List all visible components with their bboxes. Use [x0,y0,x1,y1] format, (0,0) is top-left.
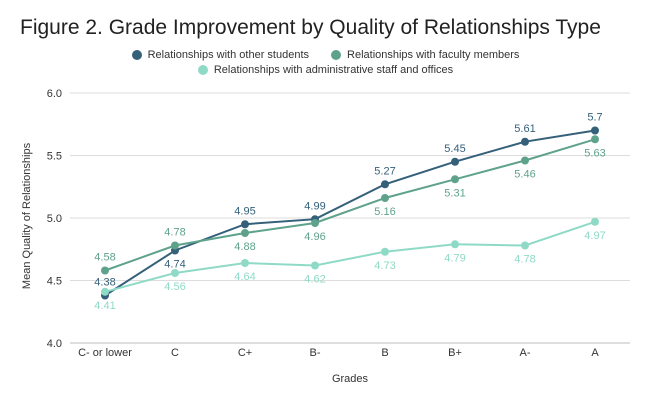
data-label: 4.74 [164,259,185,271]
series-line [104,129,596,297]
data-label: 5.27 [374,165,395,177]
data-point [521,156,529,165]
y-tick-label: 5.5 [47,151,62,163]
data-point [381,194,389,202]
gridlines [70,92,630,344]
data-point [381,180,389,189]
x-tick-label: A [591,347,599,359]
series-lines [104,129,596,297]
legend-marker-faculty [331,50,342,60]
data-point [451,157,459,166]
data-label: 4.78 [164,227,185,239]
series-points [101,126,599,300]
y-axis-ticks: 4.0 4.5 5.0 5.5 6.0 [47,88,62,350]
data-point [521,137,529,146]
data-label: 4.97 [584,230,605,242]
x-tick-label: B- [310,347,321,359]
legend-marker-admin [197,65,208,75]
y-axis-title: Mean Quality of Relationships [21,142,33,289]
data-point [171,269,179,277]
data-label: 4.58 [94,252,115,264]
x-axis-title: Grades [332,373,369,385]
legend-row-1: Relationships with other students Relati… [0,49,651,61]
data-point [241,229,249,237]
data-point [521,241,529,250]
x-tick-label: C+ [238,347,252,359]
legend-label-admin: Relationships with administrative staff … [213,64,454,76]
data-label: 4.95 [234,205,255,217]
data-label: 4.64 [234,271,255,283]
x-tick-label: B+ [448,347,462,359]
data-point [171,241,179,250]
data-point [591,126,599,135]
data-label: 4.41 [94,300,115,312]
data-point [311,219,319,227]
data-point [101,266,109,275]
data-point [451,240,459,249]
legend-row-2: Relationships with administrative staff … [0,64,651,76]
data-point [241,220,249,229]
data-label: 4.99 [304,200,325,212]
data-label: 4.79 [444,252,465,264]
data-label: 4.62 [304,274,325,286]
x-tick-label: B [381,347,388,359]
y-tick-label: 4.5 [47,276,62,288]
data-label: 5.7 [587,112,602,124]
legend-item-admin: Relationships with administrative staff … [197,64,454,76]
legend-marker-students [131,50,142,60]
y-tick-label: 6.0 [47,88,62,100]
x-tick-label: A- [520,347,531,359]
data-label: 5.46 [514,169,535,181]
y-tick-label: 5.0 [47,213,62,225]
data-label: 5.16 [374,206,395,218]
x-axis-ticks: C- or lower C C+ B- B B+ A- A [78,347,599,359]
data-label: 5.63 [584,147,605,159]
series-line [104,138,596,272]
data-label: 4.96 [304,231,325,243]
data-point [101,287,109,296]
legend-label-faculty: Relationships with faculty members [347,49,520,61]
x-tick-label: C- or lower [78,347,132,359]
data-labels: 4.38 4.74 4.95 4.99 5.27 5.45 5.61 5.7 4.58 4.78 4… [94,112,605,312]
data-point [591,217,599,226]
data-point [241,259,249,267]
legend-item-faculty: Relationships with faculty members [331,49,519,61]
data-point [591,135,599,144]
data-label: 5.45 [444,143,465,155]
data-label: 4.88 [234,241,255,253]
legend-item-students: Relationships with other students [131,49,310,61]
data-point [451,175,459,184]
series-line [104,220,596,293]
data-label: 4.56 [164,281,185,293]
data-label: 4.78 [514,254,535,266]
y-tick-label: 4.0 [47,338,62,350]
data-label: 5.31 [444,187,465,199]
data-point [311,261,319,270]
x-tick-label: C [171,347,179,359]
data-label: 5.61 [514,123,535,135]
data-label: 4.38 [94,277,115,289]
data-point [381,247,389,256]
data-label: 4.73 [374,260,395,272]
chart-title: Figure 2. Grade Improvement by Quality o… [20,16,601,39]
legend-label-students: Relationships with other students [147,49,310,61]
